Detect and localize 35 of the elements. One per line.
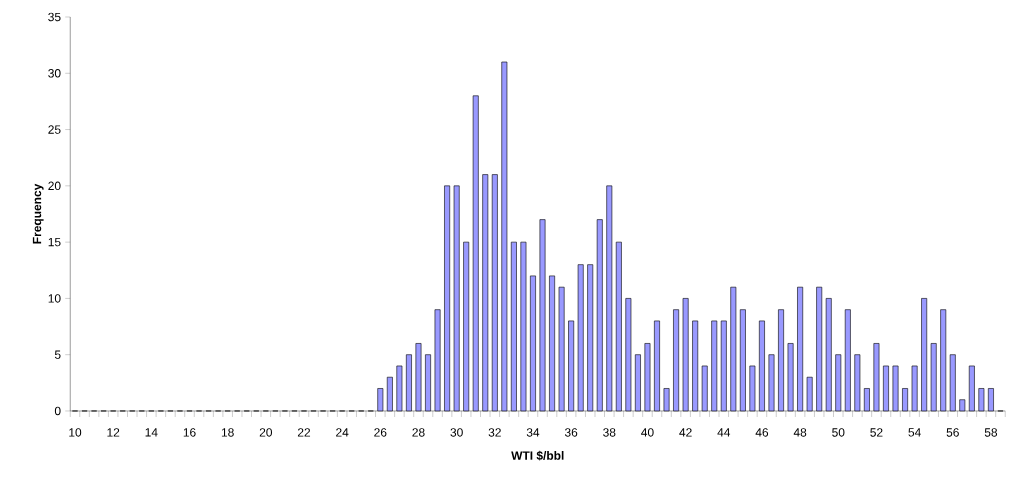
x-tick-label: 56 — [946, 428, 959, 437]
x-tick-label: 32 — [488, 428, 501, 437]
y-tick-label: 20 — [48, 181, 61, 191]
x-tick-label: 42 — [679, 428, 692, 437]
x-axis-title: WTI $/bbl — [511, 450, 564, 461]
x-tick-label: 26 — [374, 428, 387, 437]
y-tick-label: 0 — [54, 406, 61, 416]
x-tick-label: 10 — [69, 428, 82, 437]
y-tick-label: 30 — [48, 69, 61, 78]
x-tick-label: 52 — [870, 428, 883, 437]
y-tick-label: 35 — [48, 12, 61, 22]
x-tick-label: 58 — [984, 428, 998, 437]
x-tick-label: 38 — [603, 428, 616, 437]
x-tick-label: 22 — [297, 428, 311, 437]
x-tick-label: 50 — [832, 428, 845, 437]
x-tick-label: 18 — [221, 428, 234, 437]
y-tick-label: 25 — [48, 125, 61, 134]
y-axis-title: Frequency — [32, 183, 44, 244]
y-tick-label: 5 — [54, 350, 61, 359]
x-tick-label: 20 — [259, 428, 273, 437]
x-tick-label: 48 — [793, 428, 807, 437]
x-tick-label: 24 — [336, 428, 349, 437]
x-tick-label: 40 — [641, 428, 654, 437]
x-tick-label: 12 — [107, 428, 120, 437]
x-tick-label: 36 — [564, 428, 578, 437]
x-tick-label: 44 — [717, 428, 731, 437]
y-tick-label: 10 — [48, 294, 61, 303]
x-tick-label: 16 — [183, 428, 196, 437]
x-tick-label: 34 — [526, 428, 540, 437]
x-tick-label: 54 — [908, 428, 921, 437]
y-tick-label: 15 — [48, 237, 61, 247]
x-tick-label: 28 — [412, 428, 425, 437]
x-tick-label: 46 — [755, 428, 769, 437]
x-tick-label: 30 — [450, 428, 463, 437]
x-tick-label: 14 — [145, 428, 158, 437]
